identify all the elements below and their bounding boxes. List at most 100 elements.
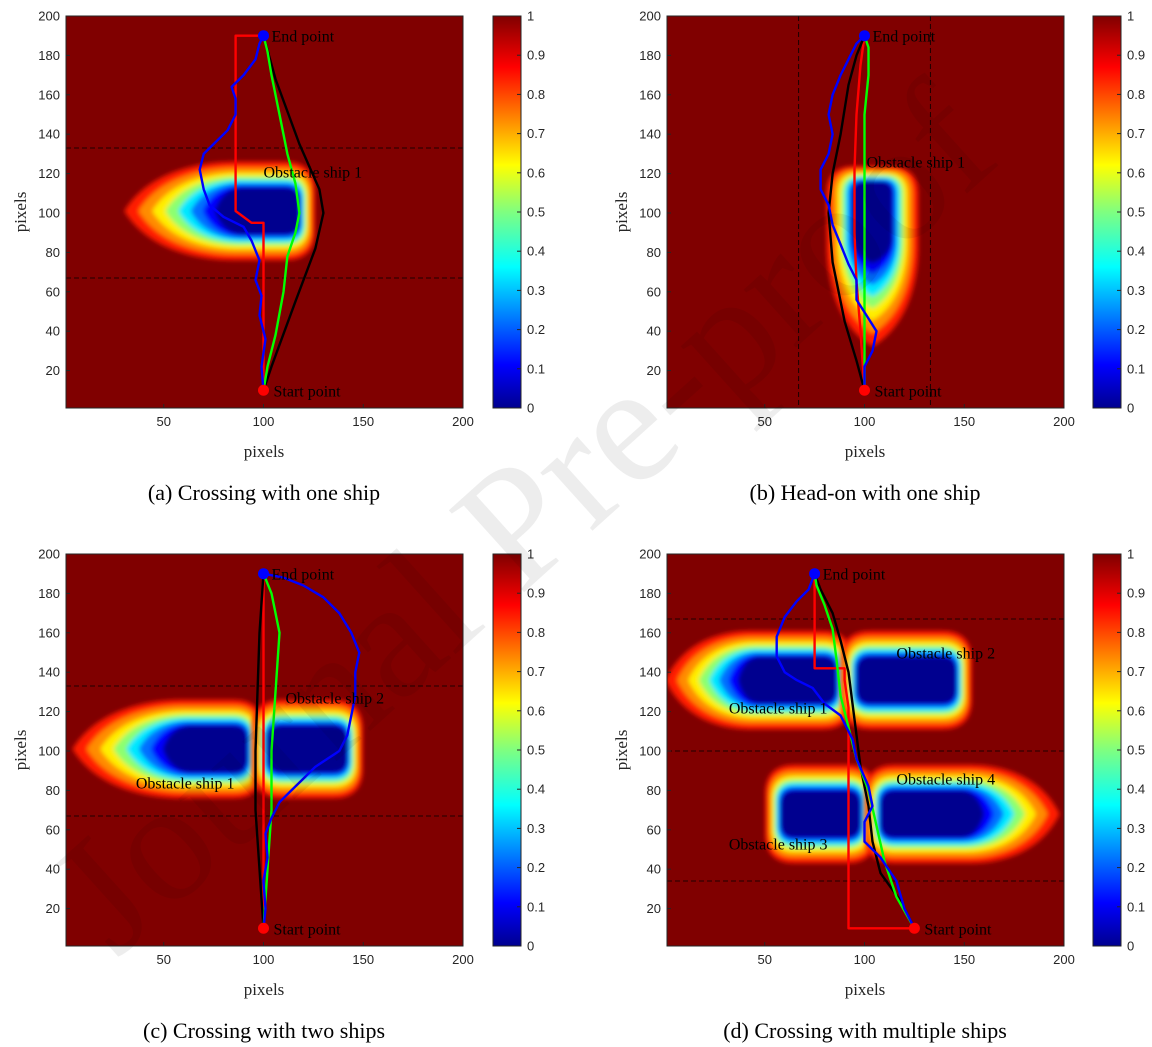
colorbar-tick-label: 0.2 xyxy=(527,860,545,875)
colorbar-tick-label: 1 xyxy=(1127,9,1134,24)
end-point-marker xyxy=(859,30,871,42)
colorbar-tick-label: 0.7 xyxy=(527,126,545,141)
x-tick-label: 150 xyxy=(352,952,374,967)
plot-frame xyxy=(65,15,464,409)
start-point-label: Start point xyxy=(274,921,342,938)
y-tick-label: 160 xyxy=(639,625,661,640)
colorbar-tick-label: 0.8 xyxy=(1127,87,1145,102)
path-line xyxy=(813,573,915,930)
field-contour xyxy=(162,725,248,773)
colorbar-tick-label: 0.8 xyxy=(1127,625,1145,640)
obstacle-field xyxy=(124,161,315,261)
colorbar-gradient xyxy=(1092,553,1122,947)
panel-caption: (c) Crossing with two ships xyxy=(143,1018,385,1043)
path-line xyxy=(775,573,916,929)
y-tick-label: 20 xyxy=(647,363,661,378)
plot-area: End point Start point Obstacle ship 1 xyxy=(66,16,463,408)
end-point-marker xyxy=(258,30,270,42)
colorbar-tick-label: 0.2 xyxy=(1127,322,1145,337)
y-tick-label: 180 xyxy=(38,48,60,63)
panel-c: End point Start point Obstacle ship 1 Obsta… xyxy=(11,547,545,1044)
field-contour xyxy=(780,790,861,838)
colorbar-tick-label: 0.6 xyxy=(527,703,545,718)
colorbar-tick-label: 0.5 xyxy=(1127,743,1145,758)
x-tick-label: 150 xyxy=(953,952,975,967)
y-tick-label: 200 xyxy=(38,9,60,24)
colorbar-tick-label: 0.9 xyxy=(527,48,545,63)
field-contour xyxy=(737,656,837,704)
colorbar-tick-label: 1 xyxy=(1127,547,1134,562)
y-tick-label: 80 xyxy=(46,783,60,798)
x-tick-label: 200 xyxy=(1053,414,1075,429)
y-tick-label: 140 xyxy=(639,127,661,142)
panel-b: End point Start point Obstacle ship 1 0 0.1… xyxy=(612,9,1145,506)
plot-area: End point Start point Obstacle ship 1 xyxy=(667,16,1064,408)
obstacle-label: Obstacle ship 1 xyxy=(729,701,828,718)
colorbar-tick-label: 0 xyxy=(527,939,534,954)
x-axis-label: pixels xyxy=(244,980,285,999)
x-axis-label: pixels xyxy=(845,980,886,999)
colorbar-tick-label: 0.9 xyxy=(1127,48,1145,63)
y-tick-label: 200 xyxy=(639,547,661,562)
start-point-marker xyxy=(258,922,270,934)
obstacle-field xyxy=(864,764,1060,864)
y-tick-label: 40 xyxy=(46,324,60,339)
x-tick-label: 50 xyxy=(157,952,171,967)
x-tick-label: 100 xyxy=(854,414,876,429)
colorbar-tick-label: 0.9 xyxy=(527,586,545,601)
path-line xyxy=(262,35,325,391)
colorbar-tick-label: 0 xyxy=(1127,401,1134,416)
obstacle-field xyxy=(72,699,264,799)
path-line xyxy=(234,34,265,391)
axis-ticks: 50 100 150 200 20 40 60 80 100 120 140 160 180 200 xyxy=(38,9,474,430)
colorbar-tick-label: 0.2 xyxy=(527,322,545,337)
obstacle-field xyxy=(765,764,877,864)
colorbar-tick-label: 0.6 xyxy=(1127,703,1145,718)
obstacle-field xyxy=(667,630,853,730)
colorbar-tick-label: 0.5 xyxy=(1127,205,1145,220)
colorbar-tick-label: 0.3 xyxy=(527,821,545,836)
plot-area: End point Start point Obstacle ship 1 Obsta… xyxy=(667,554,1064,946)
colorbar-tick-label: 0.7 xyxy=(1127,126,1145,141)
y-tick-label: 200 xyxy=(38,547,60,562)
obstacle-label: Obstacle ship 3 xyxy=(729,836,828,853)
colorbar-tick-label: 0 xyxy=(527,401,534,416)
panel-caption: (a) Crossing with one ship xyxy=(148,480,380,505)
field-contour xyxy=(880,790,985,838)
colorbar: 0 0.1 0.2 0.3 0.4 0.5 0.6 0.7 0.8 0.9 1 xyxy=(492,9,545,416)
path-line xyxy=(262,35,301,391)
path-line xyxy=(819,34,878,391)
x-tick-label: 150 xyxy=(953,414,975,429)
y-tick-label: 120 xyxy=(38,166,60,181)
end-point-marker xyxy=(809,568,821,580)
y-tick-label: 140 xyxy=(38,665,60,680)
y-tick-label: 160 xyxy=(38,87,60,102)
colorbar-tick-label: 0.6 xyxy=(1127,165,1145,180)
start-point-marker xyxy=(258,384,270,396)
colorbar: 0 0.1 0.2 0.3 0.4 0.5 0.6 0.7 0.8 0.9 1 xyxy=(1092,547,1145,954)
y-tick-label: 100 xyxy=(639,743,661,758)
colorbar: 0 0.1 0.2 0.3 0.4 0.5 0.6 0.7 0.8 0.9 1 xyxy=(1092,9,1145,416)
y-tick-label: 100 xyxy=(38,743,60,758)
start-point-marker xyxy=(859,384,871,396)
x-tick-label: 100 xyxy=(253,952,275,967)
y-tick-label: 140 xyxy=(38,127,60,142)
field-contour xyxy=(856,656,957,704)
x-tick-label: 100 xyxy=(854,952,876,967)
y-tick-label: 20 xyxy=(647,901,661,916)
start-point-label: Start point xyxy=(924,921,992,938)
colorbar-tick-label: 0.1 xyxy=(527,899,545,914)
path-line xyxy=(198,35,267,391)
colorbar-tick-label: 0.1 xyxy=(1127,361,1145,376)
colorbar-tick-label: 0.1 xyxy=(527,361,545,376)
obstacle-field xyxy=(826,166,919,347)
colorbar-gradient xyxy=(492,15,522,409)
colorbar-tick-label: 0.4 xyxy=(527,782,545,797)
colorbar-tick-label: 0.5 xyxy=(527,743,545,758)
field-contour xyxy=(267,725,348,773)
y-axis-label: pixels xyxy=(612,730,631,771)
colorbar-tick-label: 0.7 xyxy=(1127,664,1145,679)
obstacle-label: Obstacle ship 4 xyxy=(896,771,995,788)
end-point-marker xyxy=(258,568,270,580)
start-point-label: Start point xyxy=(274,383,342,400)
